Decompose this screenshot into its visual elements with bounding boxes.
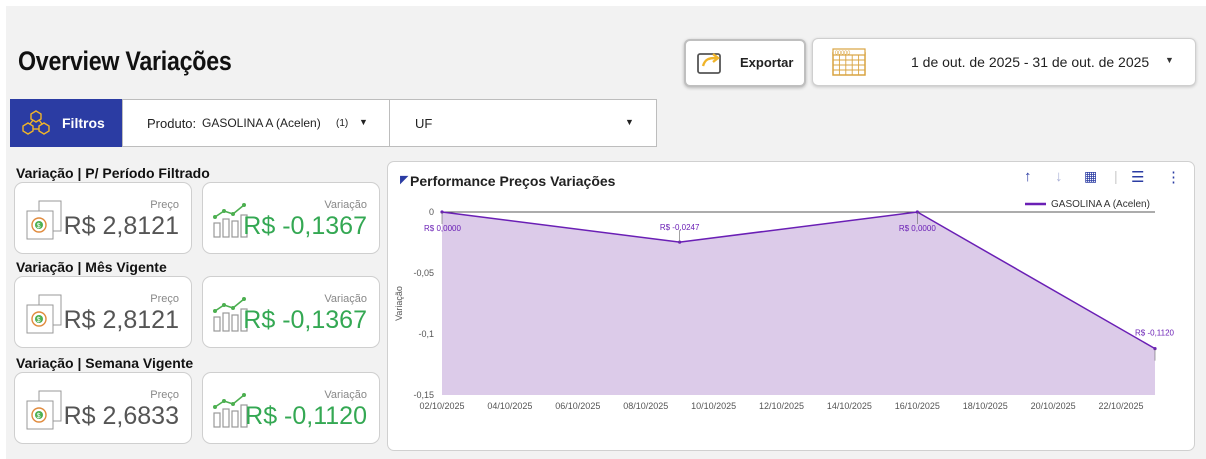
legend-label: GASOLINA A (Acelen): [1051, 199, 1150, 210]
price-tag-icon: [23, 199, 67, 241]
data-label: R$ -0,0247: [660, 223, 700, 232]
x-tick-label: 16/10/2025: [895, 401, 940, 411]
series-area: [442, 212, 1155, 395]
price-card-periodo: Preço R$ 2,8121: [14, 182, 192, 254]
variation-card-mes: Variação R$ -0,1367: [202, 276, 380, 348]
export-label: Exportar: [740, 55, 794, 70]
y-tick-label: -0,05: [413, 268, 434, 278]
variation-card-periodo: Variação R$ -0,1367: [202, 182, 380, 254]
price-tag-icon: [23, 389, 67, 431]
arrow-down-icon[interactable]: ↓: [1055, 168, 1063, 185]
chart-title: Performance Preços Variações: [410, 173, 616, 189]
chevron-down-icon: ▼: [625, 117, 634, 127]
filters-button[interactable]: Filtros: [10, 99, 122, 147]
price-label: Preço: [150, 199, 179, 211]
export-icon: [697, 53, 721, 74]
section-title-periodo: Variação | P/ Período Filtrado: [16, 165, 210, 181]
filters-label: Filtros: [62, 115, 105, 131]
page-title: Overview Variações: [18, 46, 232, 76]
price-label: Preço: [150, 293, 179, 305]
uf-dropdown[interactable]: UF ▼: [389, 99, 657, 147]
produto-label: Produto:: [147, 116, 197, 131]
produto-value: GASOLINA A (Acelen): [202, 116, 321, 130]
y-axis-label: Variação: [394, 286, 404, 321]
drill-up-icon[interactable]: ◤: [400, 174, 409, 186]
series-line: [441, 211, 1156, 350]
y-tick-label: 0: [429, 207, 434, 217]
toolbar-divider: |: [1114, 168, 1118, 184]
date-range-picker[interactable]: 00000 1 de out. de 2025 - 31 de out. de …: [812, 38, 1196, 86]
uf-label: UF: [415, 116, 433, 131]
x-tick-label: 14/10/2025: [827, 401, 872, 411]
chevron-down-icon: ▼: [359, 117, 368, 127]
price-label: Preço: [150, 389, 179, 401]
x-tick-label: 18/10/2025: [963, 401, 1008, 411]
variation-value: R$ -0,1367: [243, 212, 367, 240]
produto-dropdown[interactable]: Produto: GASOLINA A (Acelen) (1) ▼: [122, 99, 390, 147]
arrow-up-icon[interactable]: ↑: [1024, 168, 1032, 185]
price-value: R$ 2,8121: [63, 306, 179, 334]
chart-drill-icon[interactable]: ▦: [1084, 168, 1098, 184]
x-tick-label: 02/10/2025: [419, 401, 464, 411]
dashboard-page: Overview Variações Exportar 00000 1 de o…: [6, 6, 1206, 459]
more-options-icon[interactable]: ⋮: [1166, 169, 1181, 186]
filter-network-icon: [22, 110, 50, 135]
price-card-semana: Preço R$ 2,6833: [14, 372, 192, 444]
variation-value: R$ -0,1367: [243, 306, 367, 334]
y-tick-label: -0,15: [413, 390, 434, 400]
x-tick-label: 04/10/2025: [487, 401, 532, 411]
variation-label: Variação: [324, 389, 367, 401]
x-tick-label: 20/10/2025: [1031, 401, 1076, 411]
price-tag-icon: [23, 293, 67, 335]
y-tick-label: -0,1: [418, 329, 434, 339]
export-button[interactable]: Exportar: [684, 39, 806, 87]
produto-count-badge: (1): [336, 118, 349, 129]
section-title-mes: Variação | Mês Vigente: [16, 259, 167, 275]
price-card-mes: Preço R$ 2,8121: [14, 276, 192, 348]
variation-card-semana: Variação R$ -0,1120: [202, 372, 380, 444]
calendar-icon: 00000: [832, 48, 866, 76]
price-value: R$ 2,8121: [63, 212, 179, 240]
variation-label: Variação: [324, 293, 367, 305]
data-point: [1153, 347, 1157, 351]
svg-text:00000: 00000: [835, 50, 850, 56]
section-title-semana: Variação | Semana Vigente: [16, 355, 194, 371]
x-tick-label: 22/10/2025: [1099, 401, 1144, 411]
x-tick-label: 06/10/2025: [555, 401, 600, 411]
x-tick-label: 08/10/2025: [623, 401, 668, 411]
price-value: R$ 2,6833: [63, 402, 179, 430]
chevron-down-icon: ▼: [1165, 55, 1174, 65]
x-tick-label: 10/10/2025: [691, 401, 736, 411]
variation-label: Variação: [324, 199, 367, 211]
date-range-text: 1 de out. de 2025 - 31 de out. de 2025: [911, 54, 1150, 70]
data-label: R$ 0,0000: [899, 224, 936, 233]
variation-value: R$ -0,1120: [245, 402, 367, 430]
x-tick-label: 12/10/2025: [759, 401, 804, 411]
data-label: R$ 0,0000: [424, 224, 461, 233]
performance-chart-panel: ◤ Performance Preços Variações ↑ ↓ ▦ | ☰…: [387, 161, 1195, 451]
data-label: R$ -0,1120: [1135, 329, 1175, 338]
filter-lines-icon[interactable]: ☰: [1131, 169, 1145, 186]
